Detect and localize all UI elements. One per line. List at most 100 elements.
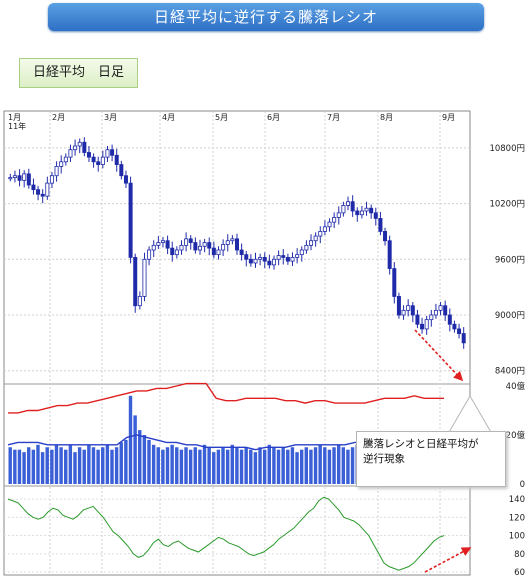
candle-body [165, 240, 170, 249]
candle-body [216, 249, 221, 256]
candle-body [170, 247, 175, 256]
volume-series-line [8, 382, 444, 414]
volume-bar [87, 444, 91, 484]
x-tick-label: 8月 [380, 113, 393, 122]
candle-body [40, 193, 45, 197]
candle-body [281, 255, 286, 258]
ratio-tick-label: 100 [509, 532, 525, 542]
volume-bar [313, 447, 318, 484]
candle-body [211, 247, 216, 256]
candle-body [207, 242, 212, 249]
candle-body [461, 333, 466, 344]
candle-body [332, 217, 337, 223]
volume-bar [202, 444, 207, 484]
candle-body [151, 244, 156, 251]
volume-bar [295, 452, 299, 484]
volume-bar [96, 449, 100, 484]
callout-pointer [447, 396, 493, 435]
volume-bar [50, 449, 54, 484]
volume-bar [184, 447, 188, 484]
volume-bar [22, 452, 26, 484]
volume-bar [133, 415, 137, 484]
volume-bar [110, 449, 114, 484]
volume-bar [165, 447, 170, 484]
candle-body [8, 177, 13, 180]
price-tick-label: 8400円 [495, 367, 525, 377]
volume-bar [323, 447, 327, 484]
candle-body [267, 260, 272, 266]
candle-body [68, 149, 73, 158]
volume-bar [101, 447, 105, 484]
volume-bar [27, 447, 31, 484]
volume-bar [31, 449, 36, 484]
volume-bar [170, 444, 174, 484]
candle-body [59, 161, 64, 167]
candle-body [410, 305, 415, 316]
candle-body [156, 242, 161, 246]
page-title-banner: 日経平均に逆行する騰落レシオ [48, 3, 484, 31]
volume-bar [77, 447, 82, 484]
volume-bar [188, 449, 193, 484]
candle-body [433, 309, 438, 316]
candle-body [31, 184, 36, 191]
candle-body [82, 141, 87, 153]
candle-body [105, 149, 110, 158]
candle-body [142, 258, 147, 297]
volume-bar [13, 449, 17, 484]
plot-frame [3, 110, 471, 576]
volume-bar [286, 449, 290, 484]
volume-tick-label: 20億 [506, 430, 526, 441]
candle-body [221, 244, 226, 251]
volume-bar [64, 449, 68, 484]
candle-body [336, 212, 341, 218]
ratio-tick-label: 60 [514, 568, 525, 578]
price-tick-label: 9000円 [495, 311, 525, 321]
volume-bar [40, 452, 45, 484]
candle-body [392, 268, 397, 297]
volume-bar [281, 447, 285, 484]
volume-bar [267, 444, 271, 484]
candle-body [197, 245, 202, 251]
volume-bar [59, 447, 63, 484]
price-tick-label: 10800円 [489, 144, 525, 154]
candle-body [299, 249, 304, 256]
candle-body [184, 238, 189, 246]
volume-bar [207, 447, 211, 484]
candle-body [443, 305, 448, 316]
candle-body [415, 314, 420, 325]
price-tick-label: 10200円 [489, 200, 525, 210]
volume-bar [179, 449, 184, 484]
volume-bar [82, 449, 86, 484]
volume-bar [161, 449, 165, 484]
candle-body [49, 175, 54, 184]
candle-body [313, 235, 318, 242]
candle-body [452, 323, 457, 330]
volume-bar [45, 447, 49, 484]
x-tick-label: 7月 [327, 113, 340, 122]
volume-bar [299, 449, 304, 484]
candle-body [100, 156, 105, 165]
volume-bar [147, 439, 151, 484]
candle-body [54, 166, 59, 177]
volume-bar [73, 452, 77, 484]
volume-bar [193, 447, 197, 484]
callout-line-1: 騰落レシオと日経平均が [363, 438, 479, 450]
volume-bar [244, 447, 248, 484]
candle-body [295, 254, 300, 258]
volume-bar [327, 449, 332, 484]
ratio-trend-arrow [424, 547, 472, 573]
candle-body [327, 221, 332, 228]
volume-bar [350, 447, 355, 484]
candle-body [309, 240, 314, 246]
x-tick-label: 4月 [162, 113, 175, 122]
annotation-callout: 騰落レシオと日経平均が 逆行現象 [356, 431, 506, 487]
volume-bar [198, 449, 202, 484]
candle-body [17, 175, 22, 181]
volume-bar [175, 447, 179, 484]
x-tick-label: 2月 [52, 113, 65, 122]
candle-body [86, 152, 91, 158]
volume-bar [346, 449, 350, 484]
candle-body [63, 156, 68, 163]
volume-bar [68, 444, 73, 484]
candle-body [193, 242, 198, 251]
